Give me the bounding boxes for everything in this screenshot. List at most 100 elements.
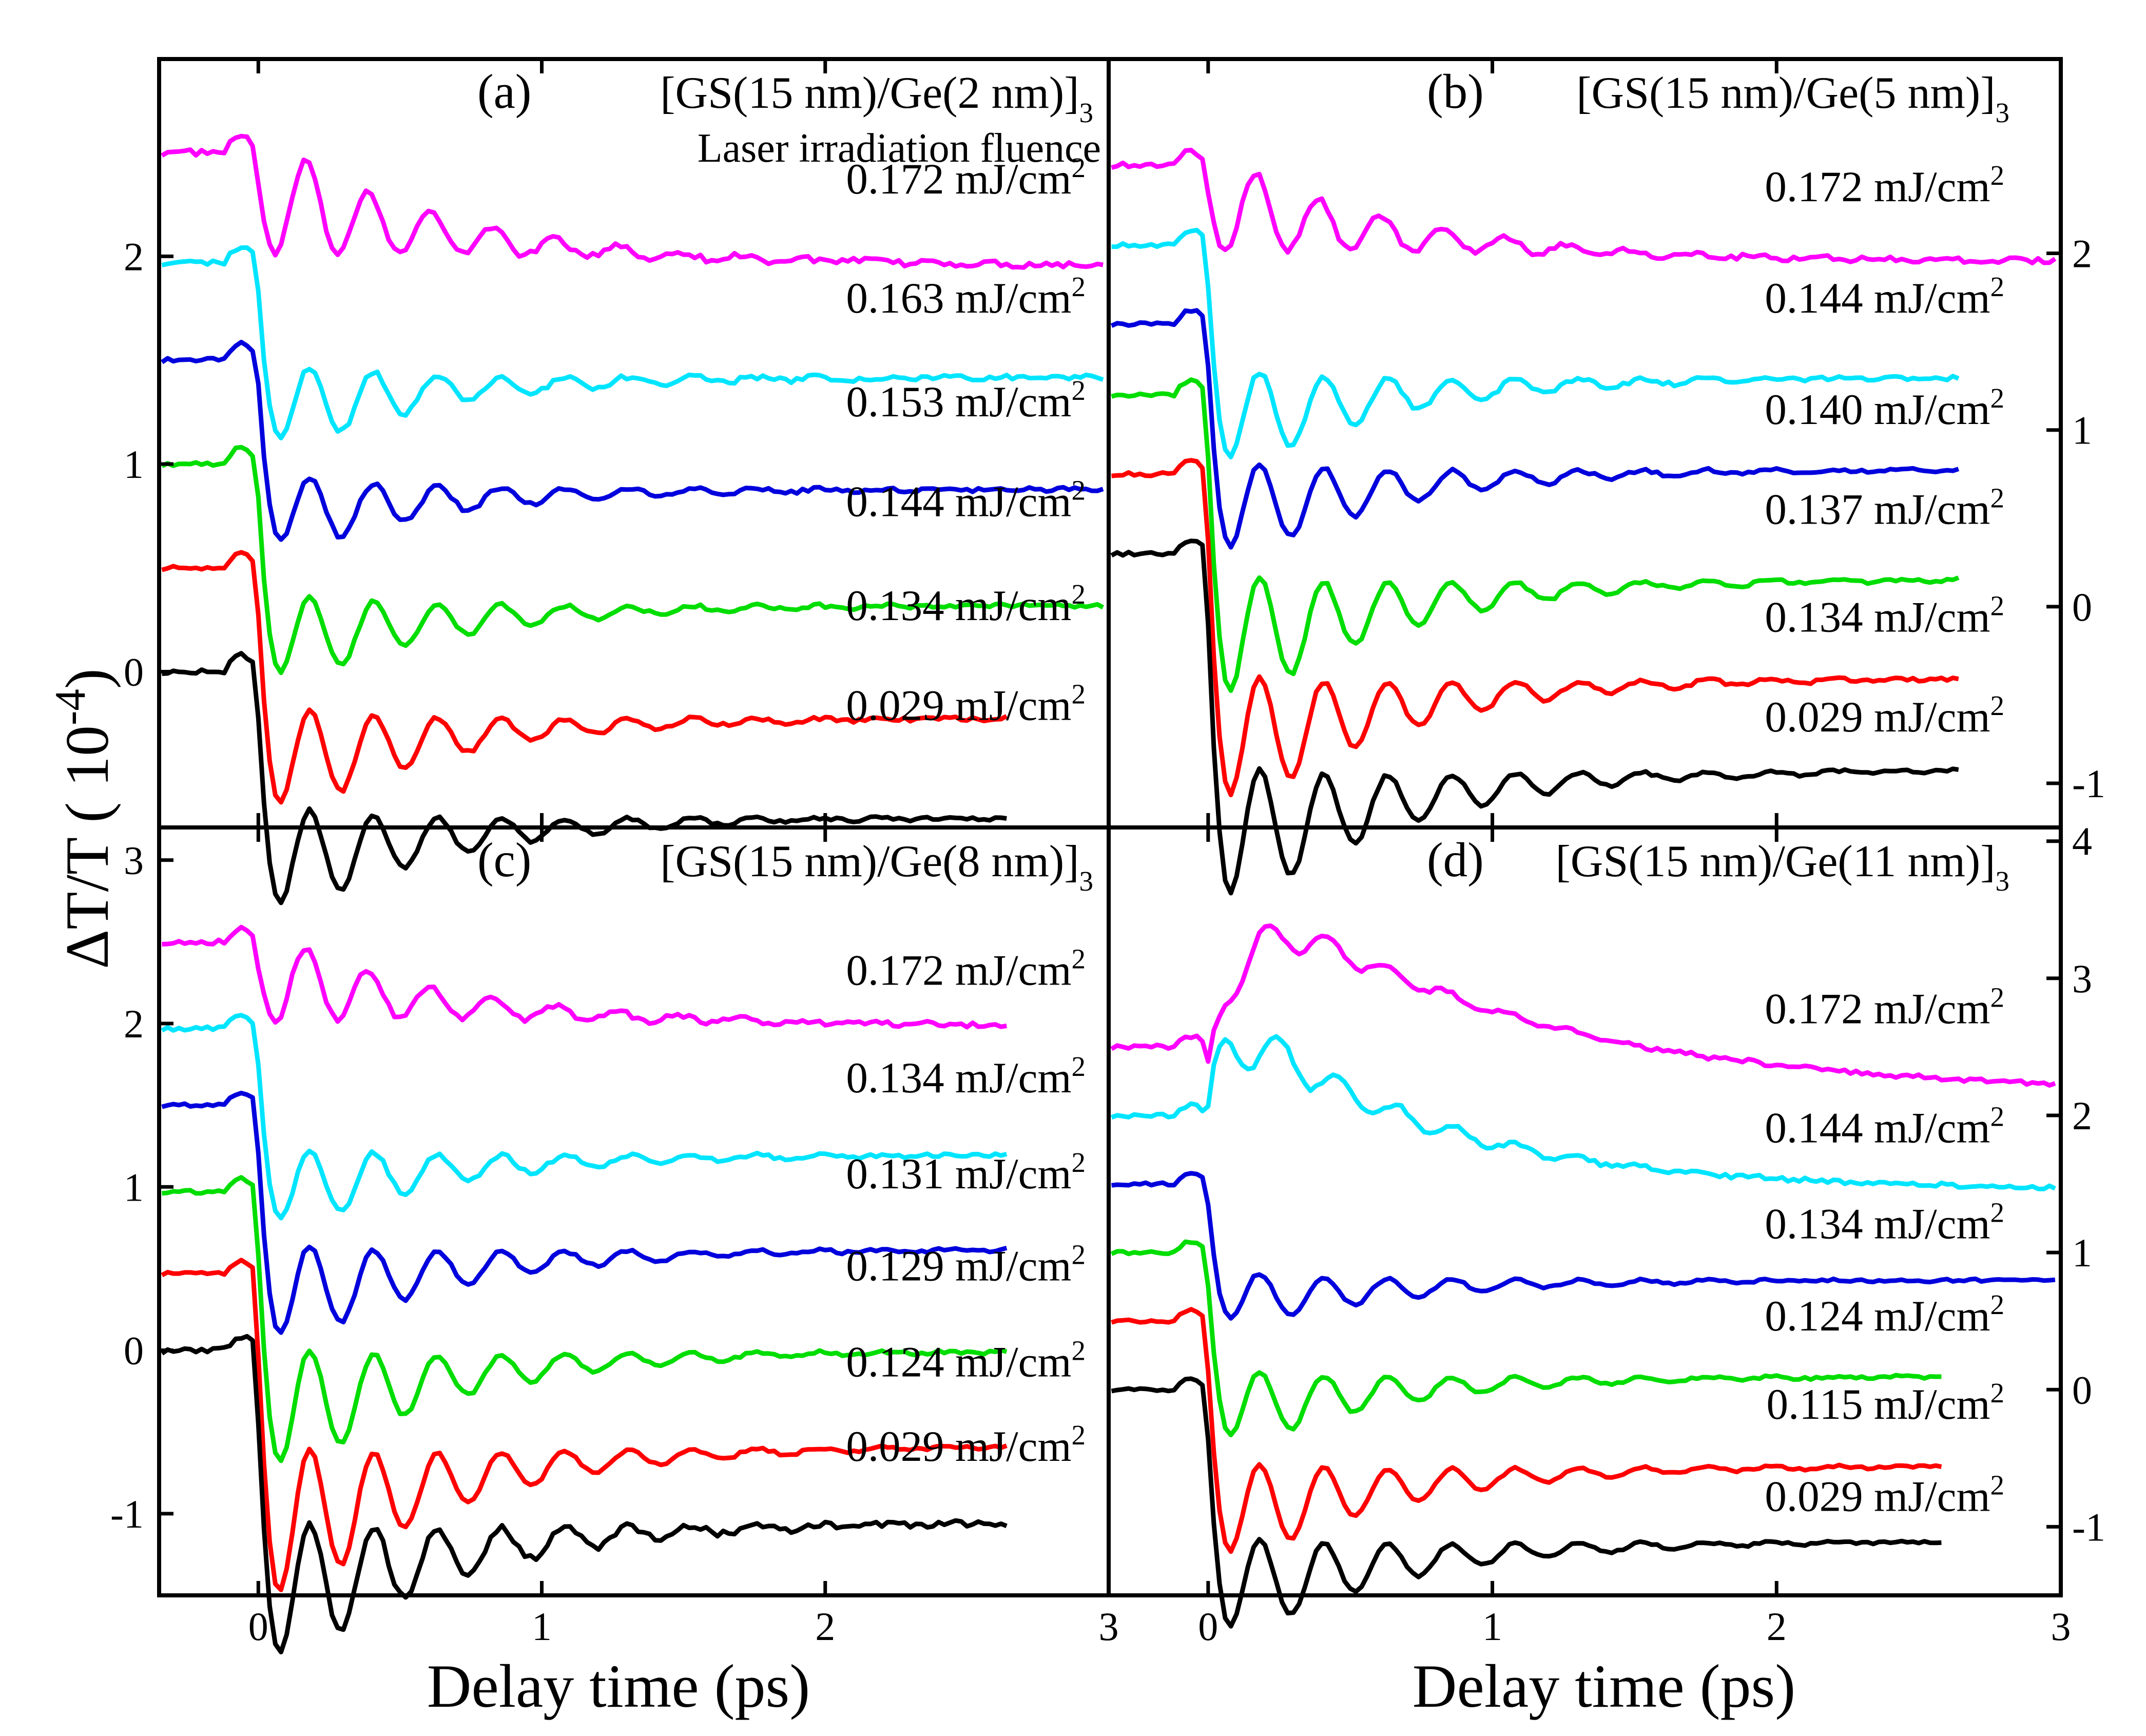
- y-tick-label: 1: [124, 1165, 144, 1209]
- series-line: [1111, 1171, 2056, 1321]
- fluence-value: 0.134 mJ/cm: [846, 1054, 1071, 1102]
- series-line: [161, 1090, 1008, 1335]
- fluence-unit-exp: 2: [1990, 1377, 2005, 1409]
- sample-label-sub: 3: [1996, 865, 2010, 897]
- fluence-unit-exp: 2: [1072, 152, 1086, 183]
- fluence-label: 0.172 mJ/cm2: [1765, 981, 2004, 1033]
- series-line: [1111, 227, 1960, 459]
- fluence-label: 0.144 mJ/cm2: [1765, 271, 2004, 322]
- fluence-value: 0.137 mJ/cm: [1765, 486, 1990, 534]
- fluence-value: 0.144 mJ/cm: [846, 478, 1071, 526]
- y-axis-label: ΔT/T ( 10-4): [46, 668, 121, 969]
- series-line: [162, 924, 1007, 1030]
- fluence-value: 0.115 mJ/cm: [1767, 1380, 1990, 1429]
- fluence-label: 0.134 mJ/cm2: [1765, 590, 2004, 641]
- fluence-value: 0.029 mJ/cm: [1765, 1472, 1990, 1520]
- y-tick-label: 0: [2072, 585, 2092, 629]
- fluence-unit-exp: 2: [1072, 1335, 1086, 1366]
- fluence-label: 0.137 mJ/cm2: [1765, 483, 2004, 534]
- fluence-unit-exp: 2: [1990, 483, 2005, 514]
- fluence-value: 0.144 mJ/cm: [1765, 1104, 1990, 1152]
- series-line: [161, 445, 1105, 676]
- y-tick-label: -1: [110, 1492, 144, 1536]
- series-line: [1110, 1034, 2056, 1191]
- fluence-label: 0.144 mJ/cm2: [1765, 1101, 2004, 1152]
- fluence-unit-exp: 2: [1072, 1051, 1086, 1082]
- fluence-label: 0.029 mJ/cm2: [1765, 1469, 2004, 1520]
- y-tick-label: 2: [2072, 1093, 2092, 1138]
- fluence-unit-exp: 2: [1072, 475, 1086, 506]
- y-axis-label-main: ΔT/T ( 10: [53, 725, 121, 969]
- fluence-label: 0.134 mJ/cm2: [846, 1051, 1086, 1102]
- fluence-value: 0.163 mJ/cm: [846, 274, 1071, 322]
- fluence-value: 0.131 mJ/cm: [846, 1150, 1071, 1198]
- fluence-label: 0.172 mJ/cm2: [1765, 160, 2004, 211]
- y-tick-label: 2: [124, 234, 144, 279]
- x-tick-label: 3: [1099, 1604, 1119, 1649]
- series-line: [161, 245, 1104, 440]
- y-tick-label: 0: [2072, 1367, 2092, 1412]
- fluence-value: 0.029 mJ/cm: [846, 681, 1071, 729]
- series-line: [1111, 147, 2057, 265]
- y-axis-label-close: ): [53, 668, 121, 689]
- y-tick-label: -1: [2072, 1504, 2105, 1549]
- fluence-label: 0.029 mJ/cm2: [846, 1419, 1086, 1471]
- series-line: [161, 1258, 1008, 1592]
- fluence-unit-exp: 2: [1990, 271, 2005, 302]
- fluence-label: 0.129 mJ/cm2: [846, 1239, 1086, 1290]
- sample-label-sub: 3: [1079, 865, 1094, 897]
- fluence-label: 0.134 mJ/cm2: [846, 578, 1086, 630]
- fluence-value: 0.134 mJ/cm: [1765, 1200, 1990, 1248]
- fluence-unit-exp: 2: [1072, 1419, 1086, 1451]
- fluence-label: 0.163 mJ/cm2: [846, 271, 1086, 322]
- sample-label: [GS(15 nm)/Ge(5 nm)]3: [1576, 68, 2009, 128]
- fluence-note: Laser irradiation fluence: [698, 126, 1101, 171]
- series-line: [161, 1013, 1008, 1221]
- fluence-unit-exp: 2: [1072, 1147, 1086, 1178]
- fluence-unit-exp: 2: [1072, 271, 1086, 302]
- fluence-value: 0.134 mJ/cm: [1765, 593, 1990, 641]
- panel-letter: (c): [477, 833, 531, 887]
- fluence-unit-exp: 2: [1072, 578, 1086, 610]
- fluence-label: 0.124 mJ/cm2: [1765, 1289, 2004, 1340]
- series-line: [1111, 1307, 1942, 1554]
- fluence-unit-exp: 2: [1072, 375, 1086, 406]
- fluence-unit-exp: 2: [1072, 678, 1086, 709]
- fluence-label: 0.172 mJ/cm2: [846, 943, 1086, 995]
- series-line: [161, 133, 1104, 270]
- sample-label-main: [GS(15 nm)/Ge(11 nm)]: [1555, 837, 1995, 886]
- y-tick-label: 4: [2072, 819, 2092, 864]
- y-tick-label: 2: [2072, 232, 2092, 276]
- sample-label: [GS(15 nm)/Ge(11 nm)]3: [1555, 837, 2009, 897]
- fluence-value: 0.134 mJ/cm: [846, 582, 1071, 630]
- x-tick-label: 2: [1767, 1604, 1787, 1649]
- fluence-value: 0.124 mJ/cm: [1765, 1292, 1990, 1340]
- fluence-value: 0.140 mJ/cm: [1765, 385, 1990, 434]
- x-tick-label: 0: [1198, 1604, 1218, 1649]
- sample-label-sub: 3: [1996, 97, 2010, 128]
- series-line: [161, 550, 1008, 805]
- fluence-unit-exp: 2: [1990, 590, 2005, 621]
- panel-letter: (b): [1427, 64, 1484, 119]
- panel-letter: (a): [477, 64, 531, 119]
- y-tick-label: 3: [124, 838, 144, 883]
- fluence-unit-exp: 2: [1990, 690, 2005, 721]
- fluence-unit-exp: 2: [1990, 1469, 2005, 1500]
- fluence-label: 0.153 mJ/cm2: [846, 375, 1086, 426]
- sample-label: [GS(15 nm)/Ge(8 nm)]3: [660, 837, 1093, 897]
- series-line: [1110, 308, 1960, 550]
- fluence-label: 0.124 mJ/cm2: [846, 1335, 1086, 1386]
- fluence-unit-exp: 2: [1990, 1101, 2005, 1132]
- series-line: [1111, 377, 1960, 693]
- fluence-value: 0.029 mJ/cm: [1765, 693, 1990, 741]
- series-line: [1110, 923, 2056, 1088]
- fluence-unit-exp: 2: [1072, 1239, 1086, 1270]
- fluence-value: 0.029 mJ/cm: [846, 1422, 1071, 1471]
- fluence-value: 0.129 mJ/cm: [846, 1242, 1071, 1290]
- sample-label-main: [GS(15 nm)/Ge(8 nm)]: [660, 837, 1079, 886]
- sample-label-sub: 3: [1079, 97, 1094, 128]
- fluence-value: 0.172 mJ/cm: [1765, 163, 1990, 211]
